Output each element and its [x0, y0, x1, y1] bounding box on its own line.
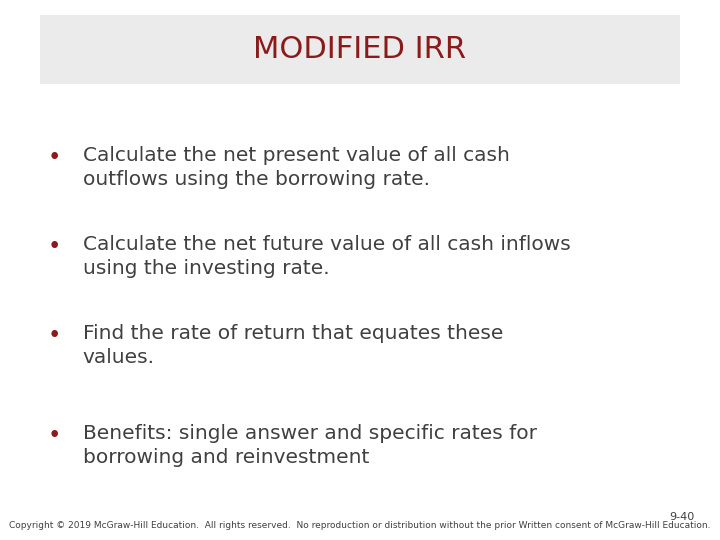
Text: Benefits: single answer and specific rates for
borrowing and reinvestment: Benefits: single answer and specific rat… [83, 424, 537, 467]
Text: MODIFIED IRR: MODIFIED IRR [253, 35, 467, 64]
Text: Calculate the net present value of all cash
outflows using the borrowing rate.: Calculate the net present value of all c… [83, 146, 510, 189]
Text: •: • [48, 324, 60, 347]
Text: •: • [48, 424, 60, 447]
Text: •: • [48, 146, 60, 169]
Text: 9-40: 9-40 [670, 512, 695, 522]
Text: Find the rate of return that equates these
values.: Find the rate of return that equates the… [83, 324, 503, 367]
Text: Calculate the net future value of all cash inflows
using the investing rate.: Calculate the net future value of all ca… [83, 235, 570, 278]
Text: Copyright © 2019 McGraw-Hill Education.  All rights reserved.  No reproduction o: Copyright © 2019 McGraw-Hill Education. … [9, 521, 711, 530]
Bar [40, 15, 680, 84]
Text: •: • [48, 235, 60, 258]
